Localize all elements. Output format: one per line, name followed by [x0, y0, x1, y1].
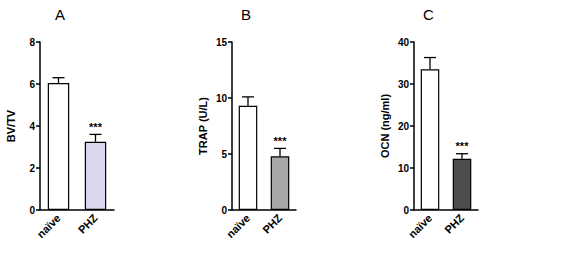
svg-text:6: 6 [29, 79, 35, 90]
svg-text:8: 8 [29, 37, 35, 48]
svg-text:10: 10 [216, 93, 228, 104]
svg-text:B: B [241, 6, 251, 23]
svg-text:naïve: naïve [224, 212, 252, 240]
svg-text:15: 15 [216, 37, 228, 48]
svg-text:PHZ: PHZ [260, 212, 284, 236]
svg-text:30: 30 [398, 79, 410, 90]
svg-text:A: A [55, 6, 65, 23]
svg-text:PHZ: PHZ [442, 212, 466, 236]
svg-text:PHZ: PHZ [76, 212, 100, 236]
svg-text:40: 40 [398, 37, 410, 48]
svg-text:4: 4 [29, 121, 35, 132]
svg-text:0: 0 [221, 205, 227, 216]
svg-text:naïve: naïve [34, 212, 62, 240]
svg-text:***: *** [456, 140, 470, 152]
svg-text:C: C [423, 6, 434, 23]
svg-text:0: 0 [29, 205, 35, 216]
svg-text:TRAP (U/L): TRAP (U/L) [197, 97, 209, 155]
svg-text:0: 0 [403, 205, 409, 216]
svg-text:2: 2 [29, 163, 35, 174]
svg-text:20: 20 [398, 121, 410, 132]
svg-text:10: 10 [398, 163, 410, 174]
svg-text:***: *** [274, 135, 288, 147]
svg-text:5: 5 [221, 149, 227, 160]
svg-text:BV/TV: BV/TV [5, 109, 17, 142]
svg-text:naïve: naïve [406, 212, 434, 240]
svg-text:***: *** [89, 121, 103, 133]
svg-text:OCN (ng/ml): OCN (ng/ml) [379, 94, 391, 158]
